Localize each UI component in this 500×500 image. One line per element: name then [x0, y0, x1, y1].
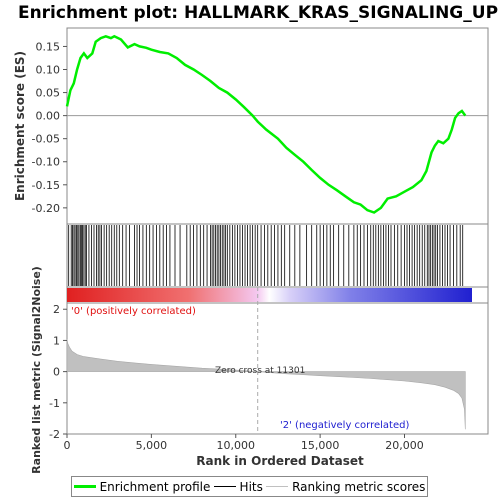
legend-swatch-enrichment — [73, 485, 96, 488]
x-tick-label: 0 — [64, 439, 71, 452]
ranked-y-tick-label: 1 — [53, 334, 60, 347]
enrichment-y-tick-label: 0.00 — [36, 110, 61, 123]
enrichment-profile-line — [65, 34, 467, 214]
legend-item-enrichment: Enrichment profile — [73, 479, 211, 494]
ranked-metric-group — [66, 287, 466, 434]
x-tick-label: 20,000 — [385, 439, 424, 452]
enrichment-y-ticks: -0.20 -0.15 -0.10 -0.05 0.00 0.05 0.10 0.15 — [32, 40, 67, 215]
x-axis-label: Rank in Ordered Dataset — [196, 454, 364, 468]
legend-item-metric: Ranking metric scores — [266, 480, 425, 494]
enrichment-y-tick-label: -0.20 — [32, 202, 60, 215]
correlation-colorbar — [67, 288, 472, 302]
x-tick-label: 5,000 — [136, 439, 168, 452]
ranked-y-tick-label: -2 — [49, 428, 60, 441]
legend: Enrichment profile Hits Ranking metric s… — [71, 476, 428, 497]
x-tick-label: 15,000 — [301, 439, 340, 452]
zero-cross-label: Zero cross at 11301 — [215, 366, 305, 376]
enrichment-y-tick-label: -0.10 — [32, 156, 60, 169]
chart-title: Enrichment plot: HALLMARK_KRAS_SIGNALING… — [18, 3, 498, 23]
legend-label-enrichment: Enrichment profile — [99, 479, 211, 494]
positive-correlation-label: '0' (positively correlated) — [71, 306, 196, 317]
legend-item-hits: Hits — [213, 479, 263, 494]
enrichment-y-tick-label: 0.05 — [36, 87, 61, 100]
correlation-colorbar-fill — [67, 288, 472, 302]
enrichment-panel-frame — [66, 27, 489, 225]
enrichment-y-tick-label: 0.10 — [36, 64, 61, 77]
ranked-x-ticks: 0 5,000 10,000 15,000 20,000 — [64, 434, 424, 452]
enrichment-y-axis-label: Enrichment score (ES) — [13, 51, 27, 201]
ranked-y-axis-label: Ranked list metric (Signal2Noise) — [30, 266, 43, 474]
enrichment-y-tick-label: 0.15 — [36, 40, 61, 53]
ranked-y-tick-label: 0 — [53, 366, 60, 379]
ranked-y-tick-label: -1 — [49, 397, 60, 410]
legend-swatch-hits — [213, 486, 236, 487]
enrichment-y-tick-label: -0.15 — [32, 179, 60, 192]
legend-label-hits: Hits — [239, 479, 263, 494]
ranked-y-ticks: -2 -1 0 1 2 — [49, 303, 67, 441]
x-tick-label: 10,000 — [217, 439, 256, 452]
legend-swatch-metric — [266, 486, 289, 487]
enrichment-y-tick-label: -0.05 — [32, 133, 60, 146]
legend-label-metric: Ranking metric scores — [292, 479, 426, 494]
enrichment-profile-group — [65, 34, 467, 214]
ranked-metric-area — [66, 338, 466, 430]
negative-correlation-label: '2' (negatively correlated) — [280, 420, 409, 431]
hit-markers — [68, 225, 464, 286]
ranked-y-tick-label: 2 — [53, 303, 60, 316]
